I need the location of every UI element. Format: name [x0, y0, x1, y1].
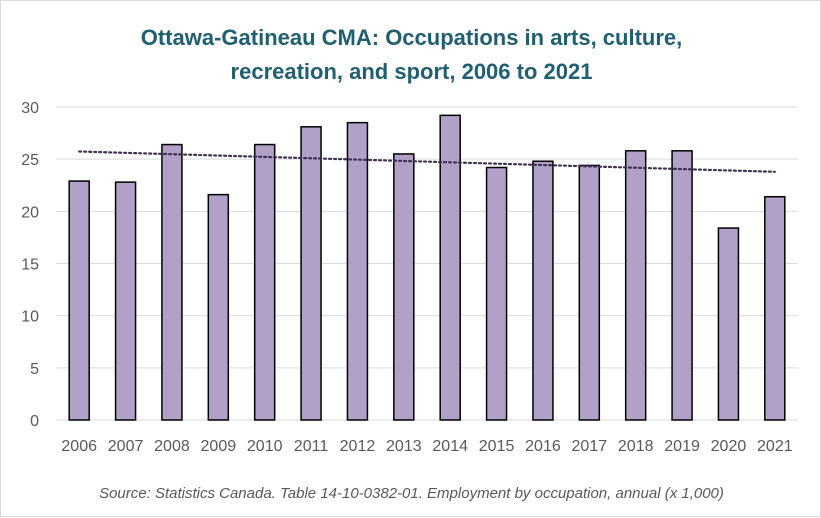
chart-title-line-1: Ottawa-Gatineau CMA: Occupations in arts…: [140, 25, 683, 50]
bar-2011: [300, 126, 322, 421]
x-tick-label: 2009: [201, 438, 237, 455]
x-tick-label: 2017: [572, 438, 608, 455]
x-tick-label: 2010: [247, 438, 283, 455]
x-tick-label: 2020: [711, 438, 747, 455]
bar-2016: [532, 160, 554, 421]
bar-2014: [439, 114, 461, 421]
x-tick-label: 2006: [61, 438, 97, 455]
x-tick-label: 2019: [664, 438, 700, 455]
bar-2013: [393, 153, 415, 421]
x-tick-label: 2008: [154, 438, 190, 455]
x-tick-label: 2014: [432, 438, 468, 455]
bar-2010: [253, 143, 276, 421]
source-note: Source: Statistics Canada. Table 14-10-0…: [99, 485, 724, 502]
x-axis: 2006 2007 2008 2009 2010 2011 2012 2013 2014 2015…: [61, 438, 792, 455]
y-tick-label: 10: [21, 309, 39, 326]
x-tick-label: 2007: [108, 438, 144, 455]
bar-2012: [346, 121, 369, 421]
x-tick-label: 2018: [618, 438, 654, 455]
bar-2018: [624, 150, 647, 421]
bar-2017: [578, 164, 601, 421]
x-tick-label: 2015: [479, 438, 515, 455]
chart-title-line-2: recreation, and sport, 2006 to 2021: [230, 59, 593, 84]
bar-2009: [207, 193, 230, 421]
bar-2007: [114, 181, 137, 421]
bar-2021: [764, 195, 786, 421]
x-tick-label: 2016: [525, 438, 561, 455]
x-tick-label: 2021: [757, 438, 793, 455]
x-tick-label: 2011: [294, 438, 329, 455]
bar-2008: [161, 143, 183, 421]
trendline-linear: [78, 150, 776, 173]
y-tick-label: 20: [21, 204, 39, 221]
y-tick-label: 0: [30, 413, 39, 430]
bars: [68, 114, 786, 421]
y-tick-label: 5: [30, 361, 39, 378]
bar-2019: [671, 150, 693, 421]
bar-2006: [68, 180, 90, 421]
trendline: [78, 150, 776, 173]
bar-2015: [485, 166, 508, 421]
y-tick-label: 30: [21, 100, 39, 117]
x-tick-label: 2013: [386, 438, 422, 455]
y-tick-label: 15: [21, 257, 39, 274]
x-tick-label: 2012: [340, 438, 376, 455]
chart-title: Ottawa-Gatineau CMA: Occupations in arts…: [1, 21, 821, 89]
bar-2020: [717, 227, 740, 421]
y-axis: 0 5 10 15 20 25 30: [21, 100, 39, 430]
y-tick-label: 25: [21, 152, 39, 169]
